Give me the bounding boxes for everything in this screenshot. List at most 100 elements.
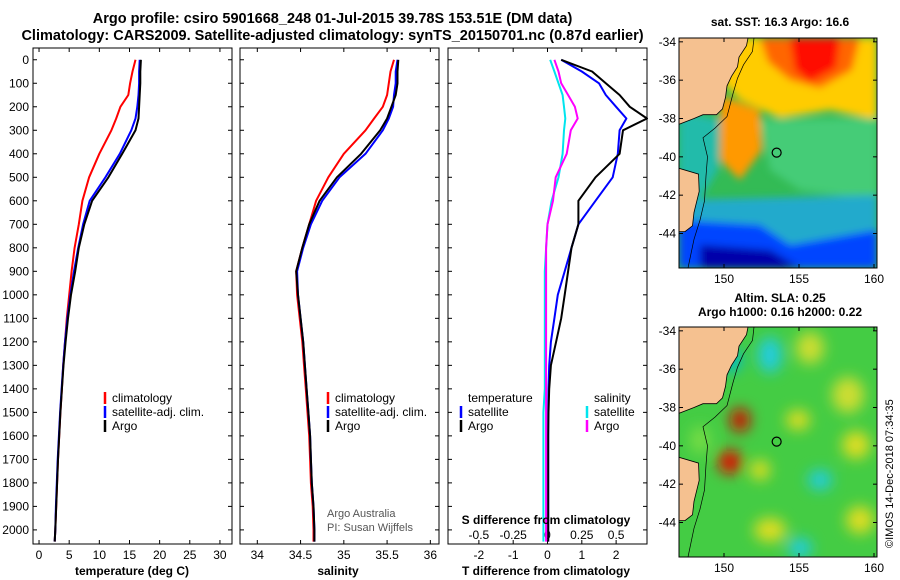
sla-green-patch: [690, 426, 710, 454]
sla-cyan-eddy: [808, 470, 832, 490]
salinity-series: [295, 59, 400, 542]
sst-land: [679, 38, 749, 232]
difference-series: [542, 58, 648, 542]
difference-legend-temperature: temperature satellite Argo: [459, 391, 533, 433]
sla-field: [679, 327, 877, 557]
series-line-argo: [295, 59, 400, 542]
salinity-y-ticks: [240, 59, 439, 531]
lon-tick-label: 160: [864, 272, 884, 286]
depth-tick-label: 1200: [2, 335, 29, 349]
depth-axis: 0 100 200 300 400 500 600 700 800 900 1000 1100 1200…: [2, 53, 232, 537]
sla-map: Altim. SLA: 0.25 Argo h1000: 0.16 h2000:…: [659, 291, 885, 575]
temperature-plot-frame: [32, 47, 233, 545]
depth-tick-label: 300: [9, 123, 29, 137]
sst-map: sat. SST: 16.3 Argo: 16.6 -34 -36 -38 -40 -4…: [659, 15, 885, 286]
depth-tick-label: 2000: [2, 523, 29, 537]
credit-line2: PI: Susan Wijffels: [327, 522, 413, 534]
difference-s-axis-label: S difference from climatology: [462, 513, 631, 527]
sst-warm-eddy: [720, 95, 762, 180]
x-tick-label: 2: [613, 548, 620, 562]
x-tick-label: 20: [153, 548, 167, 562]
lat-tick-label: -36: [659, 362, 677, 376]
temperature-series: [53, 59, 142, 542]
legend-t-satellite-label: satellite: [468, 405, 509, 419]
sla-cyan-eddy: [758, 337, 782, 373]
depth-tick-label: 700: [9, 217, 29, 231]
sla-map-title-line1: Altim. SLA: 0.25: [734, 291, 826, 305]
depth-tick-label: 800: [9, 241, 29, 255]
s-tick-label: -0.5: [469, 528, 490, 542]
temperature-xlabel: temperature (deg C): [75, 564, 189, 578]
argo-float-marker: [771, 436, 782, 447]
sla-yellow-eddy: [786, 410, 810, 430]
sla-yellow-eddy: [750, 460, 770, 480]
lat-tick-label: -34: [659, 324, 677, 338]
lat-tick-label: -38: [659, 401, 677, 415]
x-tick-label: 1: [578, 548, 585, 562]
lon-tick-label: 150: [714, 272, 734, 286]
difference-xlabel: T difference from climatology: [462, 564, 630, 578]
difference-legend-salinity: salinity satellite Argo: [585, 391, 635, 433]
sst-field: [679, 38, 877, 268]
credit-line1: Argo Australia: [327, 508, 396, 520]
sla-yellow-eddy: [832, 377, 864, 413]
figure-title-line1: Argo profile: csiro 5901668_248 01-Jul-2…: [92, 11, 573, 27]
lat-tick-label: -44: [659, 227, 677, 241]
sst-lon-axis: 150 155 160: [714, 38, 884, 286]
difference-y-ticks: [448, 59, 647, 531]
legend-salinity-title: salinity: [594, 391, 631, 405]
legend-s-satellite-label: satellite: [594, 405, 635, 419]
depth-tick-label: 0: [22, 53, 29, 67]
depth-tick-label: 1800: [2, 476, 29, 490]
legend-climatology-label: climatology: [335, 391, 395, 405]
sst-mid-band: [760, 118, 877, 200]
depth-tick-label: 1500: [2, 405, 29, 419]
depth-tick-label: 100: [9, 76, 29, 90]
legend-argo-label: Argo: [112, 419, 138, 433]
x-tick-label: 36: [424, 548, 438, 562]
sla-land: [679, 327, 749, 521]
sst-cold-core: [700, 245, 800, 268]
x-tick-label: 0: [36, 548, 43, 562]
lat-tick-label: -44: [659, 516, 677, 530]
legend-argo-label: Argo: [335, 419, 361, 433]
figure-title-line2: Climatology: CARS2009. Satellite-adjuste…: [21, 28, 644, 44]
legend-s-argo-label: Argo: [594, 419, 620, 433]
legend-satellite-label: satellite-adj. clim.: [335, 405, 427, 419]
lat-tick-label: -34: [659, 35, 677, 49]
salinity-x-axis: 34 34.5 35 35.5 36: [251, 48, 438, 562]
x-tick-label: 30: [213, 548, 227, 562]
sla-eddy-patches: [690, 332, 874, 557]
sla-yellow-eddy: [846, 506, 874, 534]
lat-tick-label: -42: [659, 477, 677, 491]
depth-tick-label: 900: [9, 264, 29, 278]
sla-cyan-eddy: [788, 538, 812, 557]
sla-lon-axis: 150 155 160: [714, 327, 884, 575]
x-tick-label: 15: [123, 548, 137, 562]
sla-yellow-eddy: [796, 332, 824, 364]
x-tick-label: 5: [66, 548, 73, 562]
lon-tick-label: 155: [789, 561, 809, 575]
sst-shelf-contour: [687, 38, 755, 268]
legend-satellite-label: satellite-adj. clim.: [112, 405, 204, 419]
sst-map-frame: [678, 37, 878, 269]
depth-tick-label: 1300: [2, 358, 29, 372]
lat-tick-label: -38: [659, 112, 677, 126]
temperature-legend: climatology satellite-adj. clim. Argo: [103, 391, 204, 433]
x-tick-label: 34.5: [289, 548, 313, 562]
lat-tick-label: -40: [659, 439, 677, 453]
difference-panel: -2 -1 0 1 2 -0.5 -0.25 0 0.25 0.5 T difference f…: [447, 47, 648, 578]
sst-lat-axis: -34 -36 -38 -40 -42 -44: [659, 35, 877, 241]
legend-temperature-title: temperature: [468, 391, 533, 405]
depth-tick-label: 1600: [2, 429, 29, 443]
depth-tick-label: 1100: [3, 311, 29, 325]
depth-tick-label: 200: [9, 100, 29, 114]
depth-tick-label: 500: [9, 170, 29, 184]
lat-tick-label: -36: [659, 73, 677, 87]
sla-lat-axis: -34 -36 -38 -40 -42 -44: [659, 324, 877, 530]
sst-hot-core: [790, 38, 840, 82]
x-tick-label: 25: [183, 548, 197, 562]
lat-tick-label: -42: [659, 188, 677, 202]
difference-x-axis: -2 -1 0 1 2: [474, 48, 620, 562]
